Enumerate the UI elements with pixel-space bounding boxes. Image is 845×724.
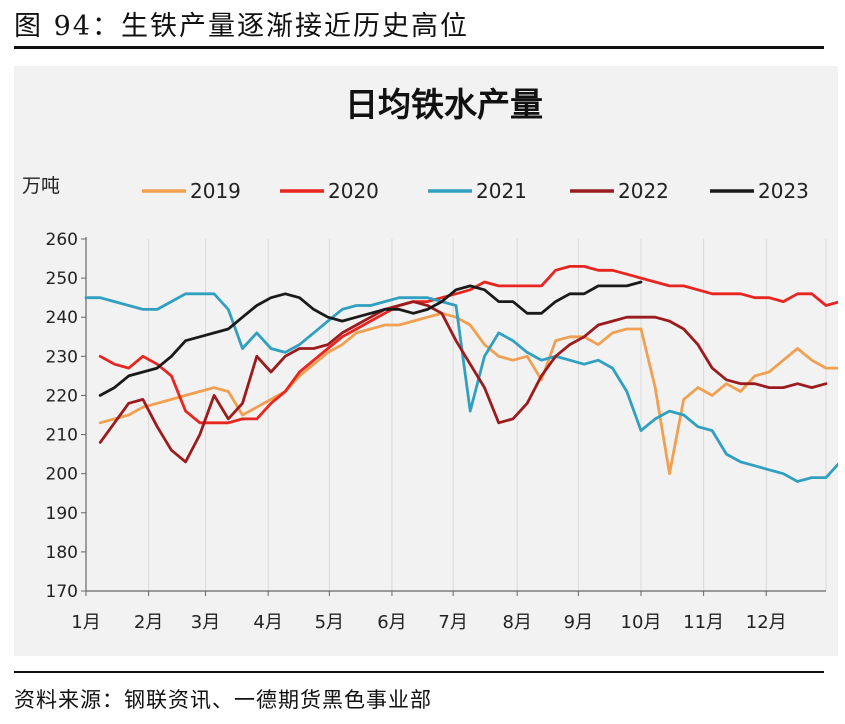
y-tick-label: 240 bbox=[46, 308, 78, 328]
x-tick-label: 4月 bbox=[253, 612, 282, 633]
legend-label-2022: 2022 bbox=[618, 179, 669, 203]
legend-label-2023: 2023 bbox=[758, 179, 809, 203]
y-tick-label: 260 bbox=[46, 230, 78, 250]
pig-iron-output-chart: 日均铁水产量 万吨 2019 2020 2021 2022 2023 170 180 190… bbox=[22, 85, 845, 633]
y-tick-label: 230 bbox=[46, 347, 78, 367]
x-tick-label: 1月 bbox=[71, 612, 100, 633]
y-axis-unit-label: 万吨 bbox=[22, 175, 60, 197]
x-tick-label: 12月 bbox=[746, 612, 787, 633]
series-line-2022 bbox=[98, 300, 828, 464]
legend-label-2019: 2019 bbox=[190, 179, 241, 203]
top-rule bbox=[14, 46, 824, 49]
y-tick-label: 250 bbox=[46, 269, 78, 289]
x-tick-labels: 1月 2月 3月 4月 5月 6月 7月 8月 9月 10月 11月 12月 bbox=[71, 591, 787, 633]
y-tick-label: 180 bbox=[46, 543, 78, 563]
y-tick-label: 210 bbox=[46, 426, 78, 446]
y-tick-label: 220 bbox=[46, 386, 78, 406]
chart-panel: 日均铁水产量 万吨 2019 2020 2021 2022 2023 170 180 190… bbox=[14, 66, 845, 656]
x-tick-label: 5月 bbox=[315, 612, 344, 633]
figure-title: 图 94：生铁产量逐渐接近历史高位 bbox=[14, 11, 469, 42]
series-line-2019 bbox=[98, 311, 842, 476]
series-line-2021 bbox=[84, 292, 842, 483]
source-note: 资料来源：钢联资讯、一德期货黑色事业部 bbox=[14, 688, 432, 712]
y-tick-label: 170 bbox=[46, 582, 78, 602]
bottom-rule bbox=[14, 671, 824, 673]
x-tick-label: 3月 bbox=[191, 612, 220, 633]
axes bbox=[85, 237, 826, 592]
x-tick-label: 10月 bbox=[621, 612, 662, 633]
x-tick-label: 9月 bbox=[564, 612, 593, 633]
x-tick-label: 7月 bbox=[438, 612, 467, 633]
y-tick-label: 200 bbox=[46, 465, 78, 485]
chart-title: 日均铁水产量 bbox=[345, 85, 543, 124]
x-tick-label: 8月 bbox=[502, 612, 531, 633]
y-tick-label: 190 bbox=[46, 504, 78, 524]
legend: 2019 2020 2021 2022 2023 bbox=[142, 179, 809, 203]
x-tick-label: 6月 bbox=[377, 612, 406, 633]
legend-label-2021: 2021 bbox=[476, 179, 527, 203]
x-tick-label: 2月 bbox=[134, 612, 163, 633]
y-tick-labels: 170 180 190 200 210 220 230 240 250 260 bbox=[46, 230, 86, 602]
grid-lines bbox=[148, 239, 827, 591]
x-tick-label: 11月 bbox=[683, 612, 724, 633]
series-lines bbox=[84, 264, 845, 483]
series-line-2023 bbox=[98, 280, 643, 397]
series-line-2020 bbox=[98, 264, 845, 425]
legend-label-2020: 2020 bbox=[328, 179, 379, 203]
